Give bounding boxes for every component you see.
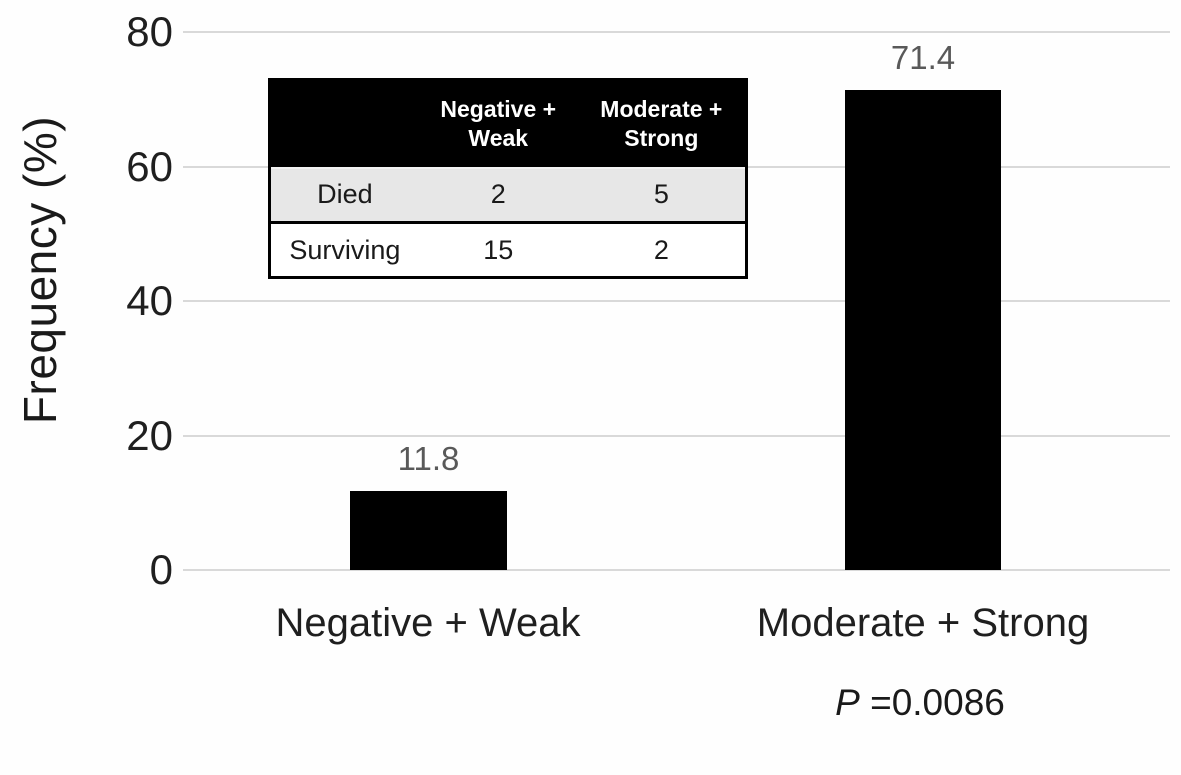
bar-value-label: 11.8 — [397, 439, 460, 477]
x-category-label-moderate-strong: Moderate + Strong — [756, 601, 1090, 645]
gridline-y-80 — [183, 31, 1170, 33]
y-axis-tick-label-40: 40 — [126, 277, 173, 324]
y-axis-tick-label-60: 60 — [126, 142, 173, 190]
y-axis-title: Frequency (%) — [14, 115, 66, 425]
table-row-surviving: Surviving 15 2 — [269, 222, 747, 278]
gridline-y-40 — [183, 300, 1170, 302]
table-cell: 5 — [653, 179, 669, 210]
table-cell: 2 — [653, 234, 669, 265]
bar-negative-weak: 11.8 — [350, 440, 507, 570]
p-value-annotation: P =0.0086 — [835, 682, 1005, 724]
table-row-died: Died 2 5 — [269, 167, 747, 223]
table-col-header-negative-weak: Negative + Weak — [418, 79, 578, 168]
table-row-label: Died — [317, 179, 373, 210]
p-value-text: =0.0086 — [870, 682, 1005, 723]
bar-moderate-strong: 71.4 — [845, 39, 1001, 570]
gridline-y-20 — [183, 434, 1170, 437]
table-header-row: Negative + Weak Moderate + Strong — [269, 79, 747, 168]
p-value-symbol: P — [835, 682, 860, 723]
gridline-y-0 — [183, 569, 1170, 571]
x-category-label-negative-weak: Negative + Weak — [275, 601, 581, 645]
y-axis-tick-label-0: 0 — [149, 546, 173, 593]
table-cell: 2 — [490, 179, 506, 210]
inset-contingency-table: Negative + Weak Moderate + Strong Died 2… — [268, 78, 748, 279]
y-axis-tick-label-20: 20 — [126, 411, 173, 459]
table-cell: 15 — [483, 234, 514, 265]
plot-area: 11.8 71.4 0 20 40 60 80 — [126, 11, 1170, 591]
y-axis-tick-label-80: 80 — [126, 8, 173, 55]
table-row-label: Surviving — [289, 234, 401, 265]
table-corner-cell — [269, 79, 419, 168]
bar-value-label: 71.4 — [890, 38, 956, 76]
table-col-header-moderate-strong: Moderate + Strong — [577, 79, 747, 168]
